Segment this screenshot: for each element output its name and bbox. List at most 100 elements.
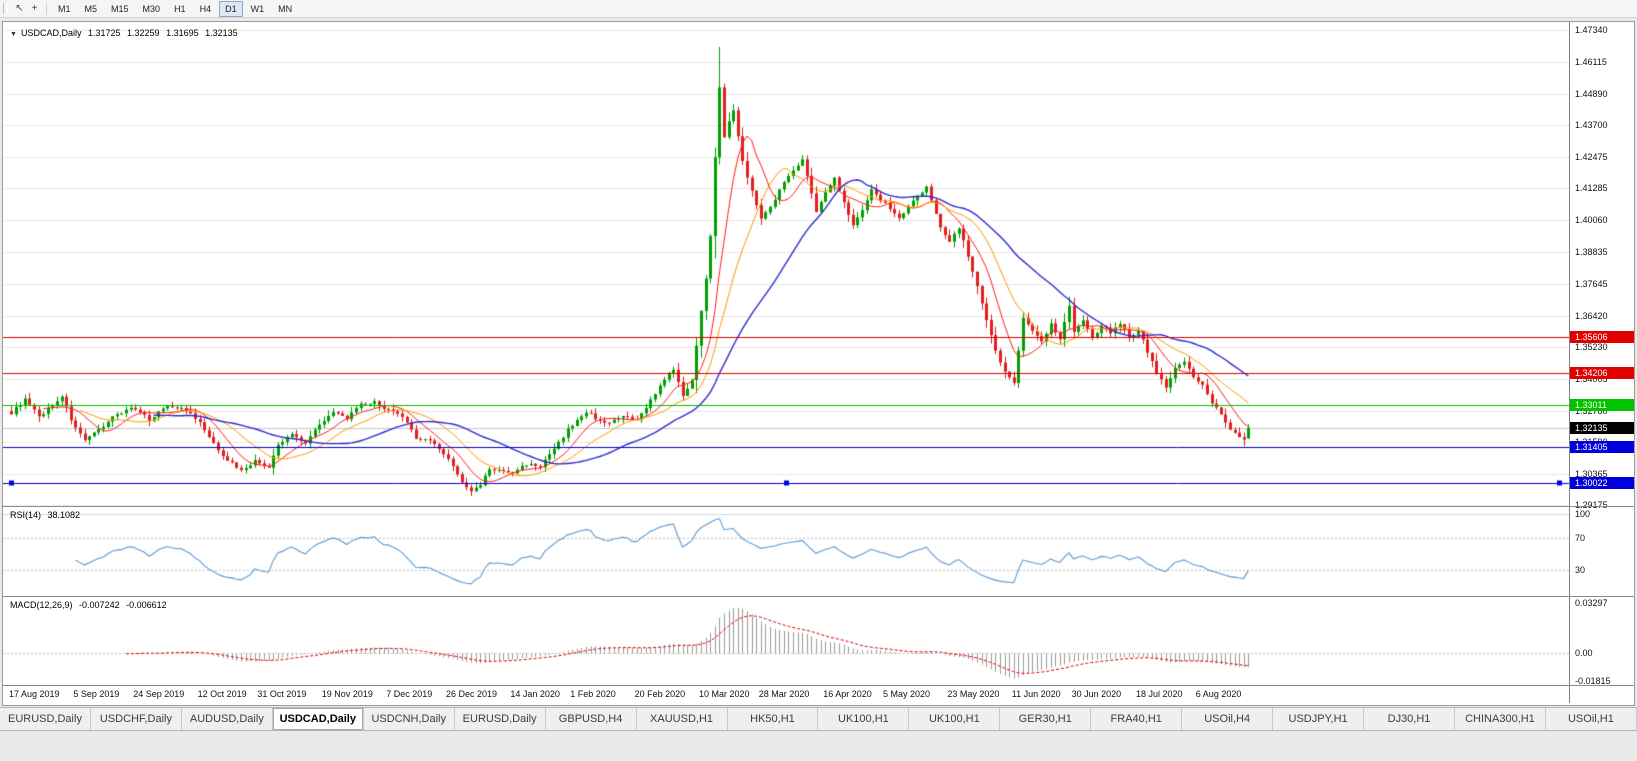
chart-tab-1-eurusd-daily[interactable]: EURUSD,Daily — [0, 708, 91, 730]
timeframe-button-h1[interactable]: H1 — [174, 3, 186, 14]
price-axis-label: 1.40060 — [1575, 215, 1608, 226]
time-axis-label: 12 Oct 2019 — [197, 689, 247, 699]
time-axis-label: 11 Jun 2020 — [1011, 689, 1061, 699]
chart-tab-7-gbpusd-h4[interactable]: GBPUSD,H4 — [545, 708, 637, 730]
price-axis-label: 1.29175 — [1575, 500, 1608, 510]
timeframe-button-m30[interactable]: M30 — [142, 3, 161, 14]
ohlc-low-value: 1.31695 — [166, 28, 199, 38]
time-axis-label: 16 Apr 2020 — [823, 689, 872, 699]
time-axis-label: 24 Sep 2019 — [133, 689, 185, 699]
chart-tab-13-fra40-h1[interactable]: FRA40,H1 — [1091, 708, 1183, 730]
chart-tab-2-usdchf-daily[interactable]: USDCHF,Daily — [90, 708, 182, 730]
pointer-icon[interactable]: ↖ — [15, 2, 24, 14]
macd-signal-value: -0.006612 — [126, 600, 167, 610]
time-axis[interactable]: 17 Aug 2019 5 Sep 2019 24 Sep 2019 12 Oct 2… — [3, 686, 1569, 703]
time-axis-label: 31 Oct 2019 — [257, 689, 307, 699]
level-price-tag: 1.33011 — [1570, 398, 1634, 411]
timeframe-button-w1[interactable]: W1 — [250, 3, 265, 14]
chart-tab-16-dj30-h1[interactable]: DJ30,H1 — [1364, 708, 1455, 730]
time-axis-label: 19 Nov 2019 — [321, 689, 373, 699]
chart-tab-5-usdcnh-daily[interactable]: USDCNH,Daily — [363, 708, 455, 730]
timeframe-button-m5[interactable]: M5 — [84, 3, 98, 14]
macd-main-value: -0.007242 — [79, 600, 120, 610]
toolbar-icons: ↖ + — [12, 2, 42, 16]
price-axis[interactable]: 1.47340 1.46115 1.44890 1.43700 1.42475 1.412… — [1569, 22, 1634, 703]
price-axis-label: 1.41285 — [1575, 183, 1608, 194]
time-axis-label: 7 Dec 2019 — [386, 689, 433, 699]
price-axis-label: 1.42475 — [1575, 152, 1608, 163]
time-axis-label: 5 Sep 2019 — [73, 689, 120, 699]
panel-splitter-macd[interactable] — [3, 596, 1634, 597]
chart-tab-17-china300-h1[interactable]: CHINA300,H1 — [1455, 708, 1546, 730]
crosshair-icon[interactable]: + — [31, 2, 38, 14]
time-axis-label: 17 Aug 2019 — [9, 689, 60, 699]
toolbar-grip[interactable] — [3, 3, 8, 14]
time-axis-label: 28 Mar 2020 — [758, 689, 810, 699]
level-price-tag: 1.30022 — [1570, 476, 1634, 489]
chart-tab-11-uk100-h1[interactable]: UK100,H1 — [909, 708, 1001, 730]
level-price-tag: 1.34206 — [1570, 367, 1634, 380]
timeframe-button-d1[interactable]: D1 — [219, 0, 243, 17]
level-price-tag: 1.35606 — [1570, 330, 1634, 343]
rsi-title: RSI(14) 38.1082 — [10, 510, 84, 520]
time-axis-label: 26 Dec 2019 — [446, 689, 498, 699]
time-axis-separator — [3, 685, 1634, 686]
time-axis-label: 10 Mar 2020 — [699, 689, 750, 699]
timeframes-toolbar: ↖ + M1 M5 M15 M30 H1 H4 D1 W1 MN — [0, 0, 1637, 18]
macd-axis-label: 0.00 — [1575, 648, 1593, 659]
price-axis-label: 1.44890 — [1575, 89, 1608, 100]
time-axis-label: 20 Feb 2020 — [634, 689, 686, 699]
chart-tab-12-ger30-h1[interactable]: GER30,H1 — [1000, 708, 1092, 730]
chart-tab-8-xauusd-h1[interactable]: XAUUSD,H1 — [636, 708, 728, 730]
price-axis-label: 1.30365 — [1575, 468, 1608, 479]
ohlc-close-value: 1.32135 — [205, 28, 238, 38]
chart-tab-15-usdjpy-h1[interactable]: USDJPY,H1 — [1273, 708, 1365, 730]
chart-tab-14-usoil-h4[interactable]: USOil,H4 — [1182, 708, 1274, 730]
rsi-axis-label: 100 — [1575, 509, 1591, 519]
level-price-tag: 1.31405 — [1570, 440, 1634, 453]
price-chart-canvas[interactable] — [3, 22, 1569, 685]
chart-tab-18-usoil-h1[interactable]: USOil,H1 — [1545, 708, 1637, 730]
chart-tab-3-audusd-daily[interactable]: AUDUSD,Daily — [181, 708, 273, 730]
chart-symbol-label: USDCAD,Daily — [20, 28, 82, 38]
chart-title: ▼ USDCAD,Daily 1.31725 1.32259 1.31695 1.… — [10, 28, 242, 38]
price-axis-label: 1.38835 — [1575, 247, 1608, 258]
time-axis-label: 18 Jul 2020 — [1136, 689, 1183, 699]
chart-tab-4-usdcad-daily[interactable]: USDCAD,Daily — [272, 708, 364, 730]
time-axis-label: 5 May 2020 — [883, 689, 931, 699]
price-axis-label: 1.32780 — [1575, 405, 1608, 416]
chart-tab-9-hk50-h1[interactable]: HK50,H1 — [727, 708, 819, 730]
rsi-indicator-value: 38.1082 — [47, 510, 81, 520]
macd-title: MACD(12,26,9) -0.007242 -0.006612 — [10, 600, 171, 610]
price-axis-label: 1.37645 — [1575, 278, 1608, 289]
macd-axis-label: -0.01815 — [1575, 676, 1611, 686]
chart-tab-10-uk100-h1[interactable]: UK100,H1 — [818, 708, 910, 730]
price-axis-label: 1.46115 — [1575, 57, 1607, 68]
price-axis-label: 1.47340 — [1575, 25, 1608, 35]
macd-indicator-name: MACD(12,26,9) — [10, 600, 73, 610]
panel-splitter-rsi[interactable] — [3, 506, 1634, 507]
chart-window: 1.47340 1.46115 1.44890 1.43700 1.42475 1.412… — [2, 21, 1635, 706]
chart-tab-6-eurusd-daily[interactable]: EURUSD,Daily — [454, 708, 546, 730]
price-axis-label: 1.43700 — [1575, 120, 1608, 131]
timeframe-buttons: M1 M5 M15 M30 H1 H4 D1 W1 MN — [51, 0, 299, 17]
symbol-dropdown-icon[interactable]: ▼ — [10, 31, 17, 38]
rsi-axis-label: 70 — [1575, 533, 1586, 543]
timeframe-button-h4[interactable]: H4 — [199, 3, 212, 14]
timeframe-button-m15[interactable]: M15 — [111, 3, 129, 14]
time-axis-label: 1 Feb 2020 — [570, 689, 616, 699]
rsi-indicator-name: RSI(14) — [10, 510, 42, 520]
timeframe-button-mn[interactable]: MN — [278, 3, 293, 14]
time-axis-label: 6 Aug 2020 — [1195, 689, 1242, 699]
timeframe-button-m1[interactable]: M1 — [58, 3, 71, 14]
toolbar-separator — [46, 2, 47, 15]
tab-bar: EURUSD,Daily USDCHF,Daily AUDUSD,Daily USDC… — [0, 707, 1637, 731]
ohlc-high-value: 1.32259 — [127, 28, 160, 38]
time-axis-label: 14 Jan 2020 — [510, 689, 560, 699]
macd-axis-label: 0.03297 — [1575, 598, 1608, 608]
time-axis-label: 30 Jun 2020 — [1071, 689, 1122, 699]
rsi-axis-label: 30 — [1575, 565, 1586, 575]
current-price-tag: 1.32135 — [1570, 421, 1634, 434]
price-axis-label: 1.36420 — [1575, 310, 1608, 321]
